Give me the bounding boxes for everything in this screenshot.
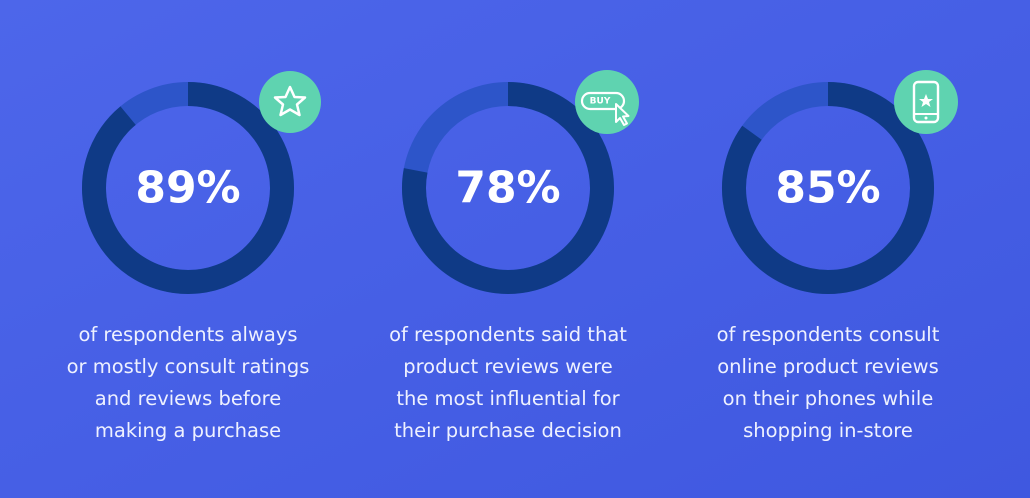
caption-line: online product reviews (717, 355, 939, 378)
donut-group: 89% of respondents always or mostly consul… (67, 82, 940, 442)
caption-line: and reviews before (95, 387, 282, 410)
value-label: 89% (135, 163, 240, 214)
value-label: 85% (775, 163, 880, 214)
caption-line: on their phones while (723, 387, 934, 410)
donut-arc (82, 82, 294, 294)
icon-label: BUY (590, 97, 611, 107)
buy-icon: BUY (575, 70, 639, 134)
caption-line: of respondents consult (717, 323, 940, 346)
donut-arc (722, 82, 934, 294)
caption-line: shopping in-store (743, 419, 913, 442)
caption-line: or mostly consult ratings (67, 355, 310, 378)
star-icon (259, 71, 321, 133)
donut-arc (402, 82, 614, 294)
caption-line: of respondents always (78, 323, 297, 346)
caption-line: their purchase decision (394, 419, 622, 442)
phone-icon (894, 70, 958, 134)
caption-line: product reviews were (403, 355, 613, 378)
caption-line: making a purchase (95, 419, 281, 442)
value-label: 78% (455, 163, 560, 214)
caption-line: the most influential for (396, 387, 620, 410)
caption-line: of respondents said that (389, 323, 627, 346)
